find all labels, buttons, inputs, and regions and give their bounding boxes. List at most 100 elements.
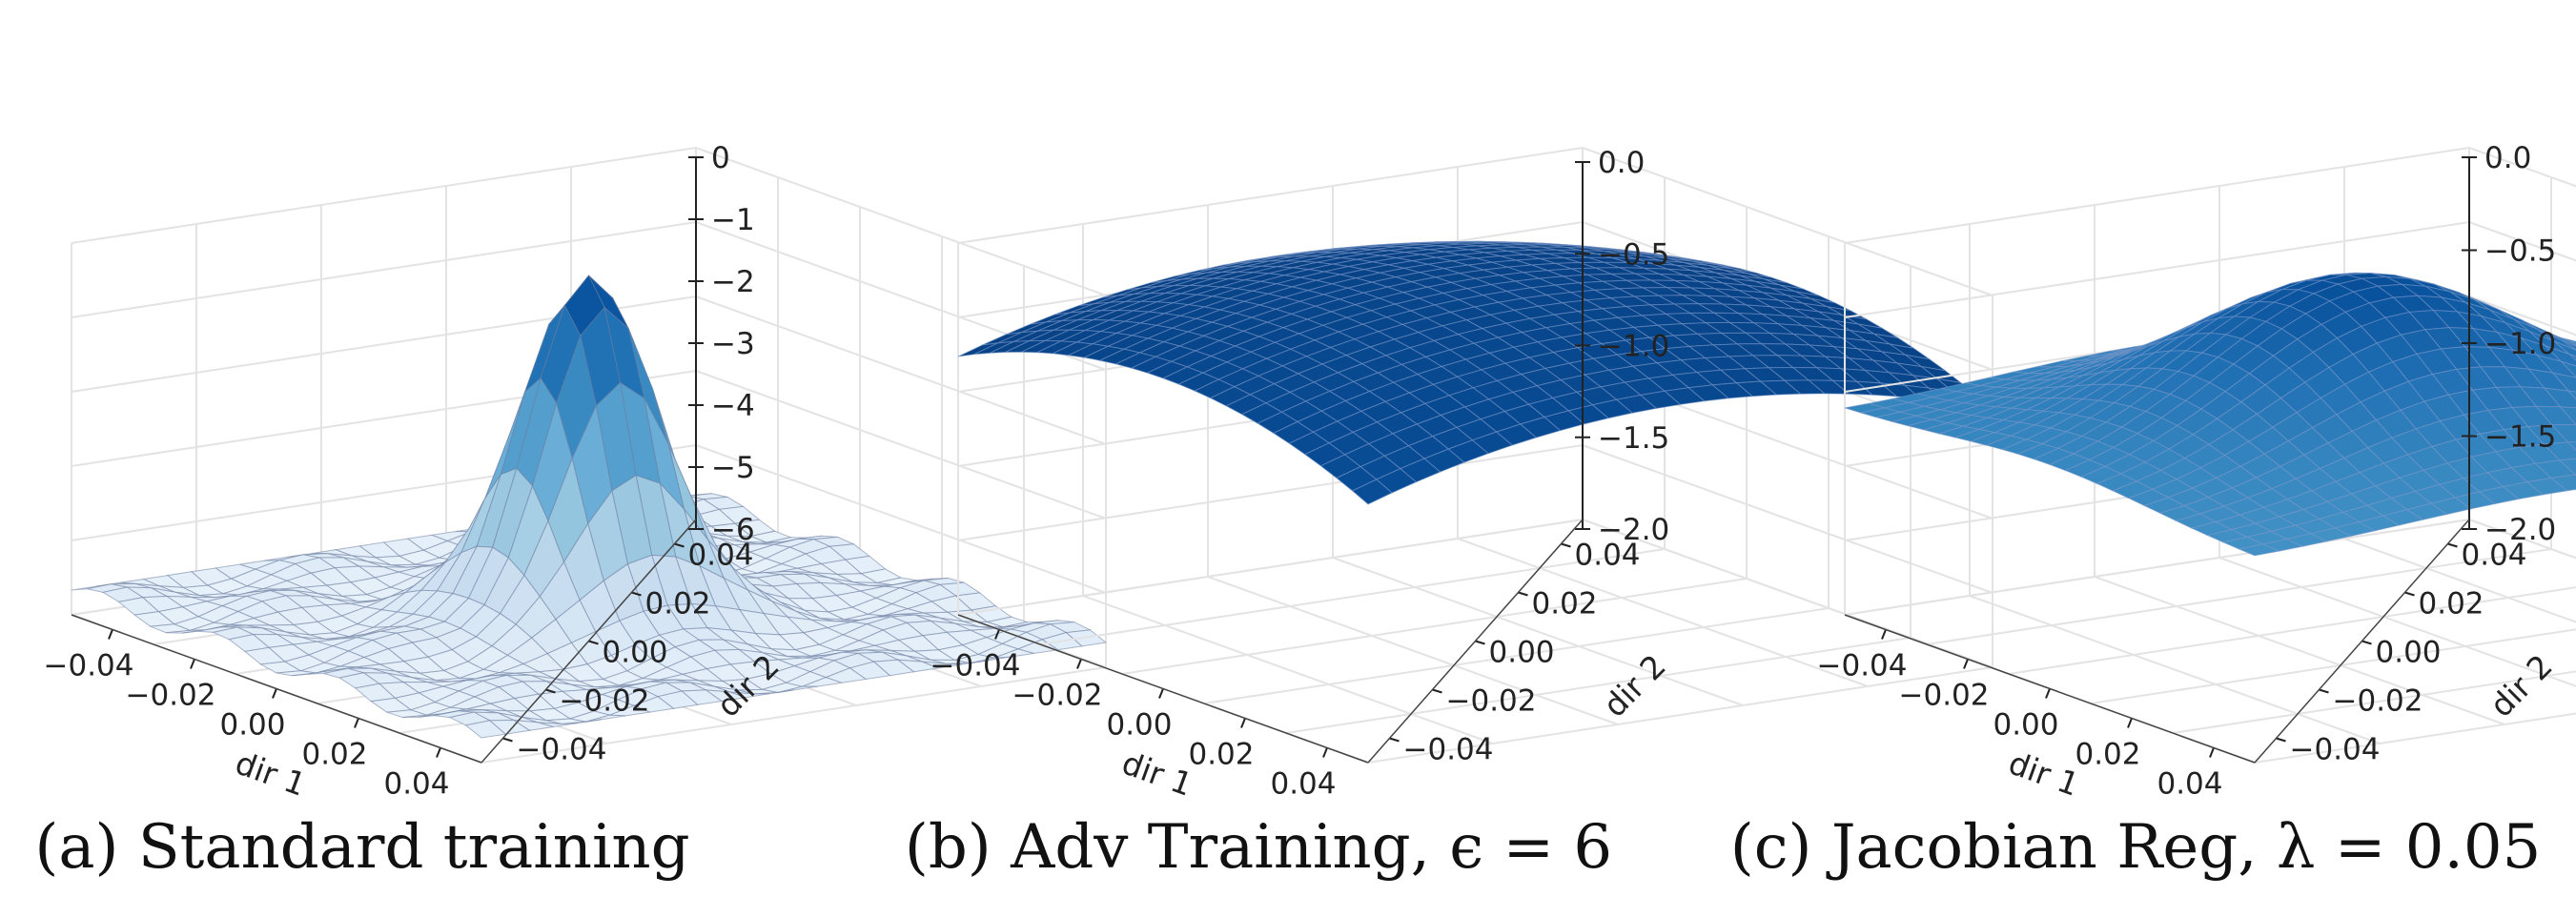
y-tick-label: 0.04 [688, 539, 754, 573]
x-tick [1322, 747, 1328, 758]
y-tick [588, 640, 599, 645]
y-tick-label: −0.04 [1403, 733, 1494, 767]
y-tick-label: −0.04 [517, 733, 607, 767]
x-tick [1240, 718, 1246, 728]
z-tick-label: 0.0 [2484, 141, 2531, 175]
x-tick [1076, 659, 1082, 669]
grid-line [1367, 666, 1993, 764]
y-axis-label: dir 2 [1596, 647, 1673, 724]
x-tick-label: 0.00 [1106, 708, 1172, 743]
grid-line [1332, 557, 1744, 706]
z-tick-label: −2.0 [2484, 513, 2556, 547]
y-tick-label: 0.04 [1575, 539, 1641, 573]
grid-line [2094, 576, 2505, 725]
grid-line [71, 147, 697, 244]
grid-line [695, 147, 1107, 296]
y-tick-label: 0.00 [1489, 636, 1555, 670]
y-axis-line [2254, 519, 2470, 764]
y-tick-label: −0.04 [2290, 733, 2381, 767]
x-tick-label: 0.04 [1270, 767, 1336, 802]
x-tick [994, 629, 1000, 640]
x-tick [1963, 659, 1969, 669]
x-tick [354, 718, 359, 728]
x-tick [1881, 629, 1887, 640]
x-tick-label: −0.04 [1817, 649, 1908, 683]
x-axis-label: dir 1 [231, 744, 311, 804]
grid-line [2468, 147, 2576, 188]
grid-line [1121, 578, 1748, 675]
x-tick [2045, 688, 2051, 699]
y-tick [674, 542, 685, 548]
grid-line [1285, 637, 1912, 734]
x-axis-line [957, 614, 1369, 764]
z-tick-label: −3 [711, 327, 755, 361]
grid-line [1844, 221, 2470, 318]
y-axis-line [480, 519, 697, 764]
y-tick-label: 0.00 [2376, 636, 2442, 670]
grid-line [2218, 557, 2576, 687]
x-tick-label: −0.04 [930, 649, 1021, 683]
grid-line [1926, 548, 2552, 645]
grid-line [1203, 607, 1830, 704]
panel-caption: (a) Standard training [34, 812, 689, 883]
z-tick-label: −1.0 [1598, 330, 1669, 364]
grid-line [1969, 595, 2381, 744]
grid-line [2254, 712, 2576, 764]
grid-line [957, 147, 1584, 244]
y-tick [1561, 542, 1571, 548]
grid-line [695, 295, 1107, 445]
z-tick-label: −1.5 [1598, 421, 1669, 456]
grid-line [2008, 586, 2576, 675]
z-tick-label: −0.5 [1598, 237, 1669, 272]
x-axis-label: dir 1 [2004, 744, 2084, 804]
x-axis-line [1844, 614, 2256, 764]
panel-jacobian-reg: 0.0−0.5−1.0−1.5−2.0−0.04−0.020.000.020.0… [1730, 141, 2576, 883]
x-tick-label: 0.00 [1993, 708, 2058, 743]
y-tick-label: 0.02 [2419, 587, 2484, 622]
y-axis-line [1367, 519, 1584, 764]
grid-line [1582, 444, 1993, 594]
z-tick-label: −6 [711, 513, 755, 547]
grid-line [1844, 147, 2470, 244]
grid-line [2090, 628, 2576, 704]
panel-caption: (c) Jacobian Reg, λ = 0.05 [1730, 812, 2542, 883]
x-tick-label: 0.04 [2157, 767, 2222, 802]
grid-line [1082, 595, 1494, 744]
y-tick [2361, 640, 2372, 645]
z-tick-label: −5 [711, 451, 755, 485]
z-tick-label: −1.0 [2484, 327, 2556, 361]
y-axis-label: dir 2 [2483, 647, 2560, 724]
z-tick-label: 0 [711, 141, 730, 175]
x-tick [2127, 718, 2133, 728]
grid-line [1582, 147, 1993, 296]
y-tick [545, 688, 556, 694]
y-tick-label: 0.00 [603, 636, 668, 670]
surface-patch [2237, 543, 2280, 557]
x-tick-label: −0.02 [1012, 679, 1103, 713]
x-tick-label: −0.02 [126, 679, 216, 713]
grid-line [695, 444, 1107, 594]
loss-surface [1844, 272, 2576, 557]
grid-line [1207, 576, 1619, 725]
grid-line [2172, 670, 2576, 734]
grid-line [957, 519, 1584, 616]
grid-line [1039, 548, 1666, 645]
x-axis-label: dir 1 [1117, 744, 1197, 804]
x-axis-line [71, 614, 482, 764]
y-tick [1389, 737, 1400, 743]
z-tick-label: −1 [711, 203, 755, 237]
z-tick-label: 0.0 [1598, 146, 1645, 180]
x-tick [1158, 688, 1164, 699]
y-tick [1432, 688, 1442, 694]
x-tick [436, 747, 441, 758]
z-tick-label: −0.5 [2484, 234, 2556, 269]
grid-line [480, 666, 1107, 764]
y-tick [2447, 542, 2458, 548]
y-tick [502, 737, 513, 743]
y-tick-label: −0.02 [2333, 684, 2423, 719]
y-tick-label: 0.02 [1532, 587, 1598, 622]
loss-surface [71, 275, 1108, 739]
